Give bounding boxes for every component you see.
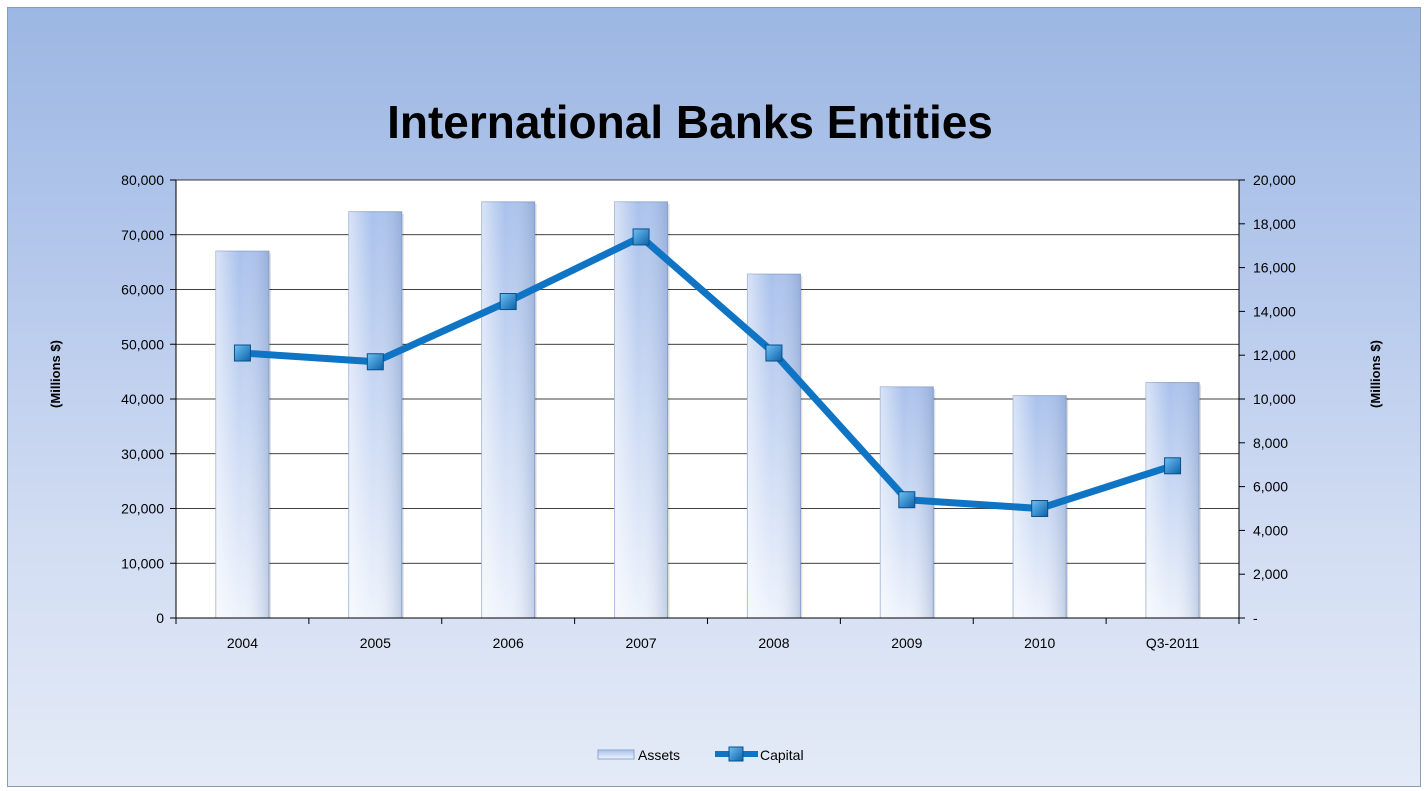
bar-highlight [614,201,668,618]
y-left-tick-label: 80,000 [121,172,164,188]
x-tick-label: 2007 [625,635,656,651]
y-right-tick-label: 20,000 [1253,172,1296,188]
x-tick-label: 2004 [227,635,258,651]
bar-highlight [481,201,535,618]
legend-item-assets: Assets [597,747,680,763]
bar-assets-2005 [348,211,404,619]
bar-highlight [747,274,801,618]
x-tick-label: Q3-2011 [1146,635,1200,651]
x-tick-label: 2006 [493,635,524,651]
bar-highlight [215,251,269,619]
y-right-tick-label: 14,000 [1253,303,1296,319]
legend-swatch-capital-marker [728,746,744,762]
y-right-tick-label: 10,000 [1253,391,1296,407]
point-capital-2009 [898,491,916,509]
y-left-tick-label: 0 [156,610,164,626]
y-right-tick-label: 8,000 [1253,435,1288,451]
x-tick-label: 2005 [360,635,391,651]
x-tick-label: 2008 [758,635,789,651]
point-capital-2006 [499,293,517,311]
y-left-tick-label: 30,000 [121,446,164,462]
point-capital-2008 [765,344,783,362]
capital-line [233,228,1182,517]
bar-highlight [348,211,402,618]
y-right-tick-label: 6,000 [1253,479,1288,495]
tick-labels: 2004 2005 2006 2007 2008 2009 2010 Q3-2011 0 10,0… [121,172,1296,651]
y-right-tick-label: 12,000 [1253,347,1296,363]
axes [170,179,1245,624]
y-left-tick-label: 50,000 [121,336,164,352]
chart-canvas: International Banks Entities 2004 2005 200… [48,96,1383,763]
legend: Assets Capital [597,746,804,763]
y-right-tick-label: 18,000 [1253,216,1296,232]
y-axis-left-title: (Millions $) [48,340,63,408]
bar-assets-2006 [481,201,537,619]
point-capital-2005 [366,353,384,371]
y-right-tick-label: 16,000 [1253,260,1296,276]
legend-swatch-assets [597,749,635,760]
bar-assets-2007 [614,201,670,619]
y-right-tick-label: - [1253,610,1258,626]
y-left-tick-label: 40,000 [121,391,164,407]
bar-highlight [1146,382,1200,618]
legend-item-capital: Capital [715,746,804,763]
chart-title: International Banks Entities [387,96,993,148]
y-right-tick-label: 2,000 [1253,566,1288,582]
legend-label-assets: Assets [638,747,680,763]
bar-assets-2008 [746,273,803,619]
y-right-tick-label: 4,000 [1253,522,1288,538]
y-left-tick-label: 10,000 [121,555,164,571]
y-axis-right-title: (Millions $) [1368,340,1383,408]
point-capital-Q3-2011 [1164,457,1182,475]
point-capital-2010 [1031,500,1049,517]
chart-area: International Banks Entities 2004 2005 200… [7,7,1421,787]
y-left-tick-label: 70,000 [121,227,164,243]
point-capital-2007 [632,228,650,246]
bar-assets-2004 [215,250,271,619]
point-capital-2004 [233,344,251,362]
legend-label-capital: Capital [760,747,804,763]
line-capital [242,233,1174,512]
y-left-tick-label: 20,000 [121,501,164,517]
y-left-tick-label: 60,000 [121,282,164,298]
x-tick-label: 2010 [1024,635,1055,651]
bar-assets-Q3-2011 [1145,382,1202,619]
x-tick-label: 2009 [891,635,922,651]
